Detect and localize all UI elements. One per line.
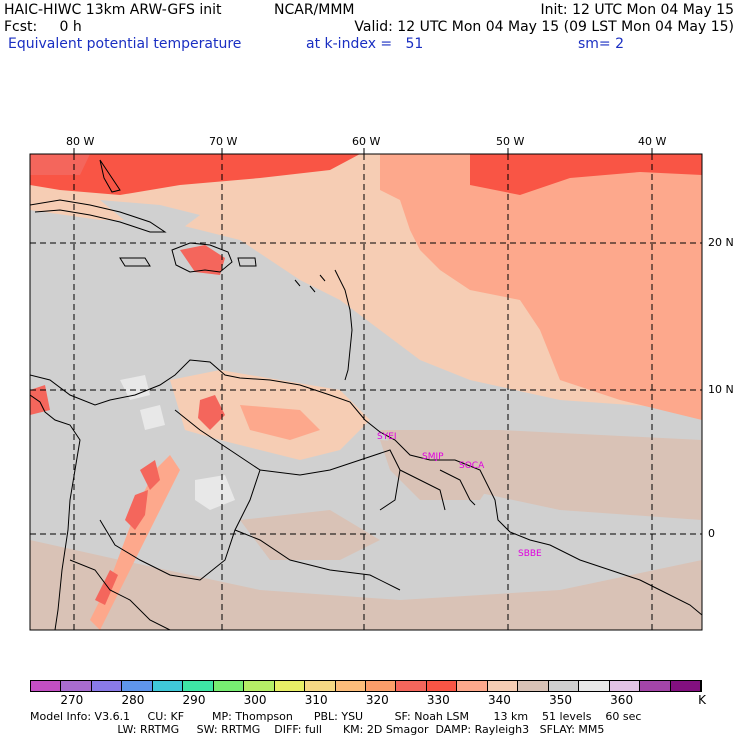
colorbar-swatch [122, 681, 153, 691]
colorbar-tick-label: 290 [182, 693, 206, 707]
colorbar-swatch [457, 681, 488, 691]
level-label: at k-index = 51 [306, 36, 424, 52]
colorbar-swatch [31, 681, 62, 691]
colorbar-swatch [244, 681, 275, 691]
colorbar-swatch [274, 681, 306, 691]
colorbar-tick-label: 320 [365, 693, 389, 707]
colorbar-swatch [487, 681, 519, 691]
colorbar-swatch [548, 681, 580, 691]
colorbar-swatch [518, 681, 549, 691]
colorbar-tick-label: 270 [60, 693, 84, 707]
center-label: NCAR/MMM [274, 2, 355, 18]
lon-label-60w: 60 W [352, 135, 381, 148]
coastlines [30, 159, 702, 630]
colorbar-tick-label: 330 [426, 693, 450, 707]
country-borders [69, 409, 476, 630]
station-soca: SOCA [459, 461, 485, 471]
station-smjp: SMJP [422, 452, 444, 462]
colorbar-swatch [213, 681, 245, 691]
colorbar-tick-label: 360 [610, 693, 634, 707]
colorbar-swatch [183, 681, 214, 691]
model-info-line2: LW: RRTMG SW: RRTMG DIFF: full KM: 2D Sm… [30, 723, 605, 736]
lon-label-40w: 40 W [638, 135, 667, 148]
lat-label-10n: 10 N [708, 383, 734, 396]
colorbar-swatch [152, 681, 184, 691]
lon-label-80w: 80 W [66, 135, 95, 148]
colorbar-swatch [396, 681, 427, 691]
colorbar-tick-label: 280 [121, 693, 145, 707]
colorbar-swatch [365, 681, 397, 691]
colorbar-swatch [670, 681, 701, 691]
colorbar-tick-label: 310 [304, 693, 328, 707]
valid-time: Valid: 12 UTC Mon 04 May 15 (09 LST Mon … [354, 19, 734, 35]
top-ticks [73, 148, 653, 154]
colorbar-swatch [640, 681, 671, 691]
colorbar-swatch [609, 681, 641, 691]
colorbar-tick-label: 340 [488, 693, 511, 707]
colorbar-tick-label: 350 [549, 693, 572, 707]
station-sbbe: SBBE [518, 549, 542, 559]
lon-label-50w: 50 W [496, 135, 525, 148]
model-info-line1: Model Info: V3.6.1 CU: KF MP: Thompson P… [30, 710, 642, 723]
smoothing-label: sm= 2 [578, 36, 625, 52]
colorbar-swatch [335, 681, 366, 691]
station-syei: SYEI [377, 432, 397, 442]
colorbar-swatch [579, 681, 610, 691]
forecast-hour: Fcst: 0 h [4, 19, 82, 35]
field-name: Equivalent potential temperature [8, 36, 242, 52]
graticule [30, 154, 702, 630]
lat-label-20n: 20 N [708, 236, 734, 249]
lon-label-70w: 70 W [209, 135, 238, 148]
colorbar-swatch [61, 681, 92, 691]
init-time: Init: 12 UTC Mon 04 May 15 [540, 2, 734, 18]
colorbar-swatch [426, 681, 458, 691]
colorbar-unit: K [698, 693, 706, 707]
lat-label-0: 0 [708, 527, 715, 540]
model-title: HAIC-HIWC 13km ARW-GFS init [4, 2, 222, 18]
colorbar-tick-label: 300 [243, 693, 267, 707]
colorbar-swatch [91, 681, 123, 691]
colorbar [30, 680, 702, 692]
colorbar-swatch [305, 681, 336, 691]
map-frame [29, 153, 703, 631]
